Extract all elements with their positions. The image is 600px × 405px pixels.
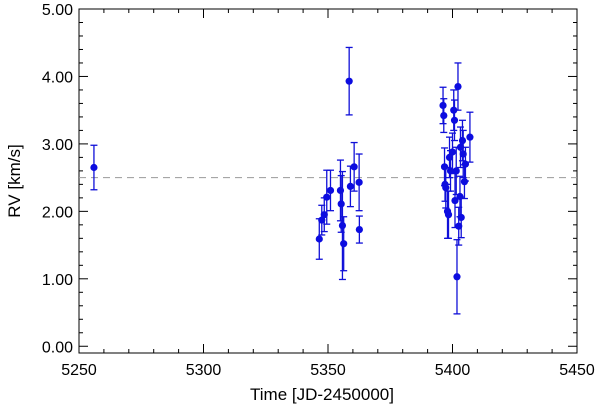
point-marker xyxy=(337,200,345,208)
plot-border xyxy=(78,8,578,354)
point-marker xyxy=(460,178,469,186)
point-marker xyxy=(323,193,331,201)
point-marker xyxy=(448,148,457,156)
y-tick-label: 3.00 xyxy=(42,137,73,154)
point-marker xyxy=(444,211,453,219)
ticks-layer: 5250 5300 5350 5400 5450 0.00 1.00 2.00 3.00 4.00… xyxy=(42,2,595,379)
data-point xyxy=(346,165,355,208)
point-marker xyxy=(90,163,98,172)
data-point xyxy=(323,169,331,225)
point-marker xyxy=(452,167,460,175)
data-point xyxy=(451,172,459,229)
x-tick-label: 5350 xyxy=(310,362,346,379)
point-marker xyxy=(454,82,462,91)
data-point xyxy=(440,98,448,134)
data-point xyxy=(340,216,348,272)
point-marker xyxy=(326,186,335,195)
data-point xyxy=(444,190,453,239)
data-point xyxy=(460,164,469,200)
point-marker xyxy=(445,153,454,161)
point-marker xyxy=(318,216,326,224)
point-marker xyxy=(350,163,358,171)
data-point xyxy=(454,62,462,111)
point-marker xyxy=(355,178,363,186)
x-tick-label: 5450 xyxy=(559,362,595,379)
data-point xyxy=(315,218,323,260)
point-marker xyxy=(338,221,347,230)
data-point xyxy=(355,153,363,212)
data-layer xyxy=(90,46,474,315)
data-point xyxy=(326,169,335,212)
point-marker xyxy=(315,235,323,243)
point-marker xyxy=(345,77,353,85)
point-marker xyxy=(442,184,450,192)
point-marker xyxy=(340,240,348,248)
data-point xyxy=(345,46,353,116)
data-point xyxy=(90,144,98,191)
data-point xyxy=(452,146,460,196)
point-marker xyxy=(458,136,467,145)
y-tick-label: 2.00 xyxy=(42,204,73,221)
point-marker xyxy=(440,111,448,120)
x-tick-label: 5250 xyxy=(61,362,97,379)
point-marker xyxy=(450,116,459,124)
y-axis-title: RV [km/s] xyxy=(5,144,24,217)
y-tick-label: 1.00 xyxy=(42,272,73,289)
plot-frame xyxy=(78,8,578,354)
point-marker xyxy=(439,101,447,110)
y-tick-label: 5.00 xyxy=(42,2,73,19)
point-marker xyxy=(466,133,474,141)
point-marker xyxy=(453,273,461,281)
x-axis-title: Time [JD-2450000] xyxy=(250,385,394,404)
y-tick-label: 0.00 xyxy=(42,339,73,356)
point-marker xyxy=(451,196,459,205)
x-tick-label: 5400 xyxy=(435,362,471,379)
point-marker xyxy=(320,211,328,219)
point-marker xyxy=(455,222,463,230)
x-tick-label: 5300 xyxy=(186,362,222,379)
point-marker xyxy=(450,106,458,114)
point-marker xyxy=(457,213,465,222)
data-point xyxy=(466,111,474,163)
data-point xyxy=(355,215,363,244)
data-point xyxy=(453,239,461,315)
point-marker xyxy=(355,225,363,234)
data-point xyxy=(350,141,358,192)
data-point xyxy=(318,204,326,236)
data-point xyxy=(457,196,465,239)
data-point xyxy=(450,99,459,142)
point-marker xyxy=(346,182,355,190)
y-tick-label: 4.00 xyxy=(42,69,73,86)
